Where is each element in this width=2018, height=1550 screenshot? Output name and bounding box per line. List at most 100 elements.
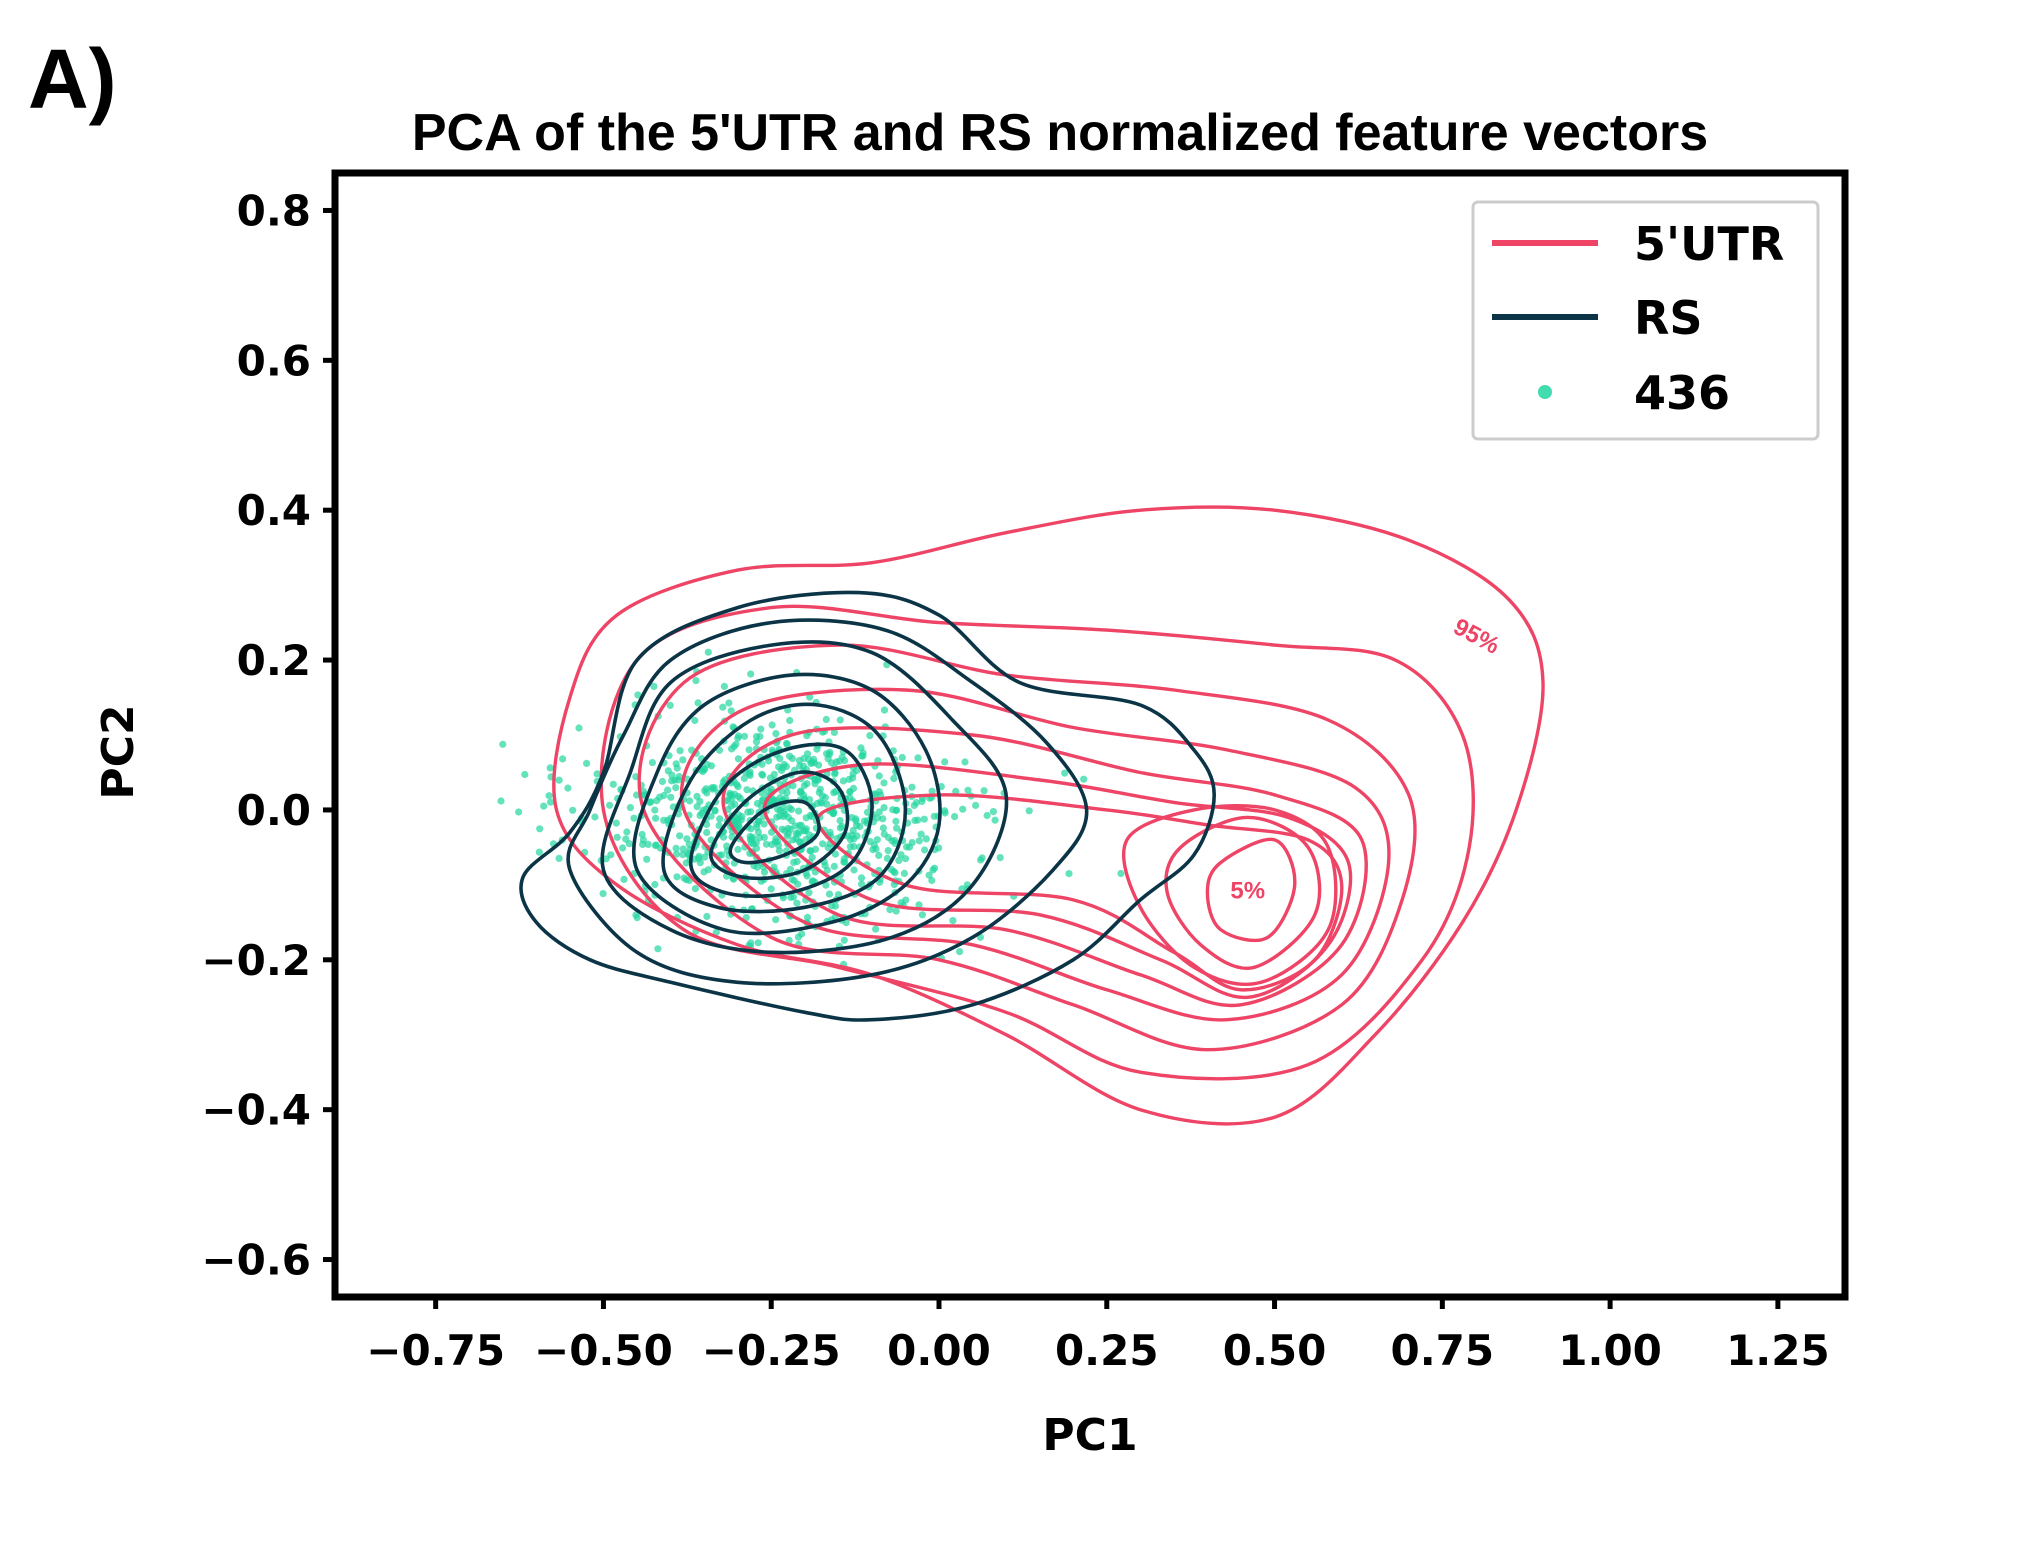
scatter-point [599,890,607,898]
scatter-point [759,771,767,779]
scatter-point [796,838,804,846]
scatter-point [941,758,949,766]
rs-contour-line [688,742,874,898]
scatter-point [956,948,964,956]
scatter-point [715,746,724,754]
scatter-point [752,738,761,746]
scatter-point [540,802,548,810]
scatter-point [836,716,844,724]
chart-title: PCA of the 5'UTR and RS normalized featu… [412,104,1708,162]
scatter-point [892,817,900,825]
scatter-point [915,901,923,909]
scatter-point [760,868,769,876]
scatter-point [900,869,909,878]
scatter-point [693,792,701,801]
panel-label: A) [28,32,117,126]
scatter-point [793,899,801,907]
utr-contour-line [552,505,1545,1126]
scatter-point [747,939,755,947]
scatter-point [805,889,813,897]
scatter-point [772,730,780,738]
scatter-point [928,787,936,795]
scatter-point [700,868,708,876]
rs-contour-line [631,672,942,936]
scatter-point [564,784,572,792]
scatter-point [742,914,750,922]
scatter-point [866,732,874,740]
scatter-point [623,828,631,836]
scatter-point [731,800,739,808]
scatter-point [676,747,684,755]
scatter-point [762,840,771,848]
scatter-point [774,837,782,846]
scatter-point [996,854,1004,862]
x-tick-label: −0.50 [534,1326,673,1375]
scatter-point [647,798,655,806]
scatter-point [777,766,786,775]
scatter-point [639,840,647,849]
scatter-point [651,841,660,850]
scatter-point [749,833,757,841]
scatter-point [723,842,731,850]
x-tick-label: 1.25 [1726,1326,1830,1375]
rs-contours [519,590,1217,1022]
scatter-point [918,911,927,919]
scatter-point [857,874,866,882]
scatter-point [770,863,778,871]
scatter-point [772,916,780,924]
scatter-point [822,881,830,889]
scatter-point [644,840,652,849]
scatter-point [959,805,967,813]
scatter-point [786,716,794,725]
y-tick-label: −0.4 [201,1086,311,1135]
scatter-point [746,771,754,780]
scatter-point [725,699,733,707]
scatter-point [1025,807,1033,815]
scatter-point [941,809,949,817]
scatter-point [858,752,866,760]
scatter-point [815,761,823,769]
scatter-point [672,844,680,852]
scatter-point [791,822,799,830]
scatter-point [921,846,929,854]
scatter-point [830,862,838,871]
scatter-point [783,788,791,797]
rs-contour-line [708,770,850,881]
utr-contour-line [1164,815,1322,970]
scatter-point [879,824,888,832]
scatter-point [819,840,827,848]
scatter-point [917,830,925,838]
scatter-point [728,745,736,753]
scatter-point [805,796,814,804]
scatter-point [964,786,972,794]
scatter-point [693,803,701,811]
scatter-point [667,793,675,801]
scatter-point [929,866,937,874]
scatter-point [497,797,505,805]
utr-contour-line [762,762,1353,1000]
scatter-point [535,848,543,856]
scatter-point [908,783,916,791]
scatter-point [853,766,861,775]
scatter-point [613,833,621,841]
scatter-point [630,814,638,822]
scatter-point [875,808,883,816]
scatter-point [583,759,591,768]
x-tick-label: 0.25 [1055,1326,1159,1375]
scatter-point [633,914,641,922]
scatter-point [840,936,848,944]
scatter-point [521,770,529,779]
scatter-point [753,823,761,831]
scatter-point [575,724,583,732]
utr-contour-line [721,726,1368,1008]
scatter-point [780,760,788,769]
scatter-point [836,824,845,832]
scatter-point [691,716,699,725]
scatter-point [800,754,808,763]
scatter-point [652,814,660,822]
scatter-point [821,861,829,870]
scatter-point [698,809,706,817]
scatter-point [911,816,919,825]
scatter-point [775,847,784,855]
